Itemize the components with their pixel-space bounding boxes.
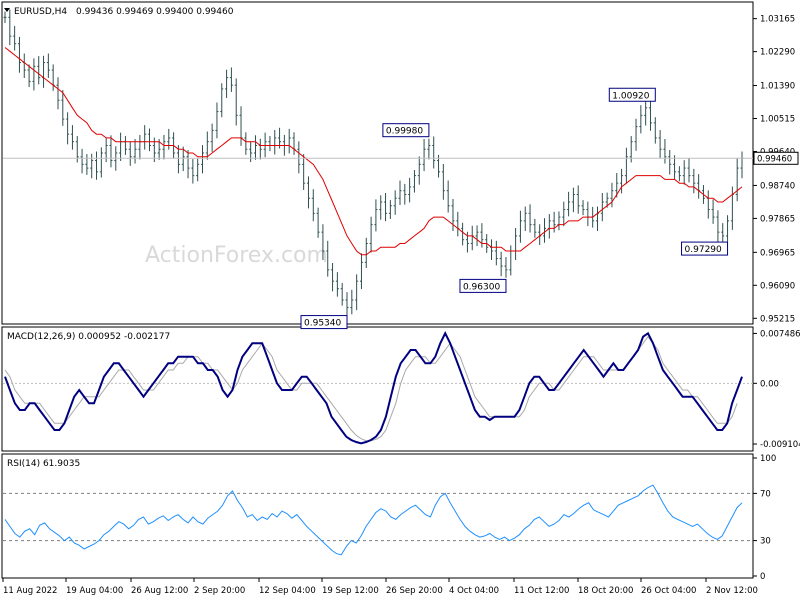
annotation-box	[608, 87, 656, 102]
moving-average-line	[4, 47, 743, 256]
time-tick-label: 2 Sep 20:00	[194, 586, 245, 596]
rsi-tick-label: 70	[760, 489, 771, 499]
macd-tick-label: 0.007486	[760, 329, 800, 339]
price-tick-label: 0.98740	[760, 181, 795, 191]
macd-title: MACD(12,26,9) 0.000952 -0.002177	[7, 332, 170, 342]
time-tick-label: 26 Oct 04:00	[641, 586, 696, 596]
time-tick-label: 2 Nov 12:00	[706, 586, 758, 596]
price-tick-label: 0.95215	[760, 314, 795, 324]
annotation-box	[382, 123, 430, 138]
watermark: ActionForex.com	[145, 243, 328, 268]
price-candles	[3, 9, 744, 317]
rsi-tick-label: 100	[760, 454, 776, 464]
price-tick-label: 1.01390	[760, 82, 795, 92]
price-moving-average	[4, 47, 743, 256]
annotation-label: 1.00920	[612, 91, 649, 101]
rsi-axis: 100 70 30 0	[3, 454, 776, 582]
price-annotations: 0.95340 0.99980 0.96300 1.00920 0.97290	[300, 87, 729, 330]
current-price-label: 0.99460	[757, 154, 792, 164]
time-axis: 11 Aug 2022 19 Aug 04:00 26 Aug 12:00 2 Sep…	[2, 578, 758, 596]
current-price-marker: 0.99460	[3, 151, 799, 165]
time-tick-label: 12 Sep 04:00	[259, 586, 316, 596]
time-tick-label: 11 Oct 12:00	[514, 586, 569, 596]
price-panel-frame	[1, 1, 754, 325]
time-tick-label: 4 Oct 04:00	[449, 586, 499, 596]
macd-lines	[4, 331, 743, 445]
dropdown-triangle-icon	[4, 8, 10, 12]
rsi-panel-frame	[1, 453, 754, 579]
macd-tick-label: 0.00	[760, 379, 779, 389]
time-tick-label: 26 Aug 12:00	[131, 586, 188, 596]
macd-panel-frame	[1, 326, 754, 452]
annotation-label: 0.99980	[386, 127, 423, 137]
annotation-box	[300, 315, 348, 330]
rsi-lines	[4, 484, 743, 556]
rsi-tick-label: 0	[760, 572, 765, 582]
annotation-label: 0.95340	[304, 319, 341, 329]
ohlc-label: 0.99436 0.99469 0.99400 0.99460	[76, 7, 234, 17]
price-tick-label: 0.97865	[760, 214, 795, 224]
annotation-label: 0.96300	[463, 282, 500, 292]
symbol-label: EURUSD,H4	[14, 7, 67, 17]
price-tick-label: 1.02290	[760, 48, 795, 58]
annotation-label: 0.97290	[685, 245, 722, 255]
macd-main-line	[4, 331, 743, 445]
rsi-line	[4, 484, 743, 556]
time-tick-label: 19 Sep 12:00	[322, 586, 379, 596]
current-price-box	[753, 151, 799, 165]
price-tick-label: 0.96090	[760, 281, 795, 291]
price-tick-label: 1.00515	[760, 115, 795, 125]
rsi-title: RSI(14) 61.9035	[7, 459, 80, 469]
time-tick-label: 11 Aug 2022	[3, 586, 57, 596]
annotation-box	[681, 241, 729, 256]
rsi-tick-label: 30	[760, 537, 771, 547]
annotation-box	[459, 278, 507, 293]
time-tick-label: 19 Aug 04:00	[66, 586, 123, 596]
macd-tick-label: -0.009104	[760, 440, 800, 450]
price-tick-label: 1.03165	[760, 15, 795, 25]
price-title: EURUSD,H4 0.99436 0.99469 0.99400 0.9946…	[4, 7, 234, 17]
time-tick-label: 26 Sep 20:00	[386, 586, 443, 596]
macd-axis: 0.007486 0.00 -0.009104	[3, 329, 800, 450]
price-tick-label: 0.96965	[760, 248, 795, 258]
time-tick-label: 18 Oct 20:00	[578, 586, 633, 596]
